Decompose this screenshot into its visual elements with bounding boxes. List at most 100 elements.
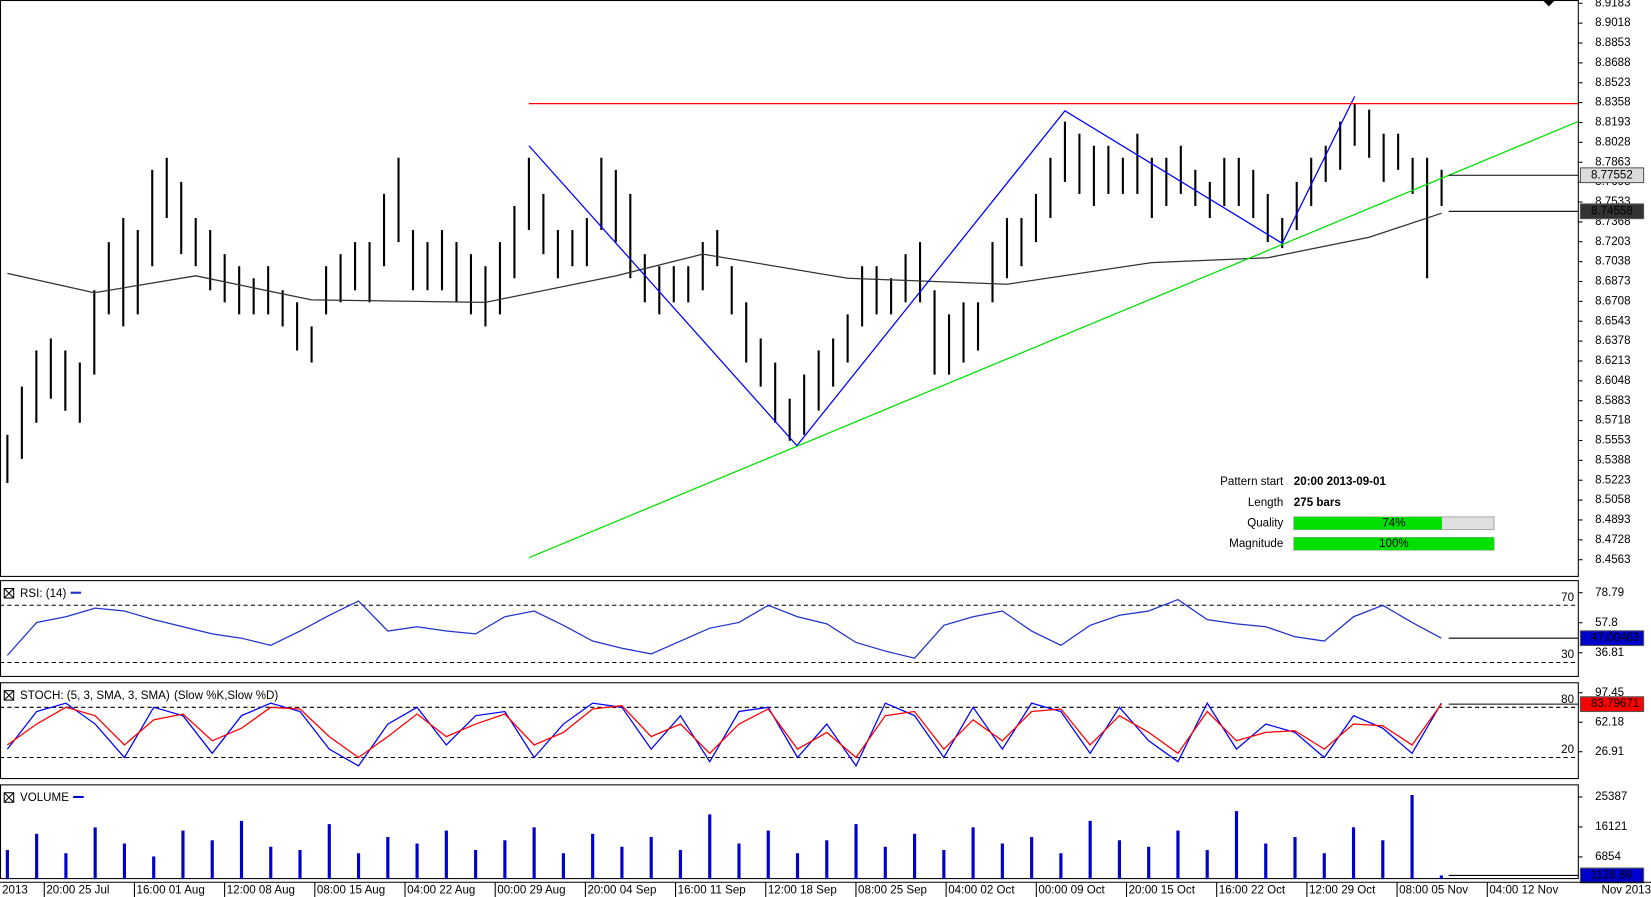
- y-tick-label: 8.6048: [1595, 375, 1630, 387]
- x-tick-label: 16:00 22 Oct: [1219, 885, 1286, 897]
- y-tick-label: 8.7038: [1595, 256, 1630, 268]
- y-tick-label: 6854: [1595, 851, 1621, 863]
- x-tick-label: 08:00 15 Aug: [317, 885, 385, 897]
- y-tick-label: 26.91: [1595, 746, 1624, 758]
- x-tick-label: 12:00 29 Oct: [1309, 885, 1376, 897]
- panel-title: RSI: (14): [20, 588, 66, 600]
- y-tick-label: 8.6543: [1595, 315, 1630, 327]
- y-tick-label: 8.5388: [1595, 454, 1630, 466]
- legend-text: Slow %K: [178, 690, 225, 702]
- y-tick-label: 8.5223: [1595, 474, 1630, 486]
- level-label: 70: [1561, 592, 1574, 604]
- y-tick-label: 8.5883: [1595, 395, 1630, 407]
- info-value: 74%: [1382, 517, 1405, 529]
- legend-text: (: [174, 690, 178, 702]
- overlay-line: [7, 212, 1442, 303]
- current-box: [1579, 867, 1645, 884]
- x-tick-label: 08:00 25 Sep: [858, 885, 927, 897]
- level-label: 30: [1561, 649, 1574, 661]
- x-tick-label: Nov 2013: [1601, 885, 1651, 897]
- indicator-line: [6, 598, 1442, 659]
- panel-frame: [0, 784, 1579, 880]
- y-tick-label: 8.4728: [1595, 534, 1630, 546]
- x-tick-label: 16:00 01 Aug: [137, 885, 205, 897]
- y-tick-label: 8.6873: [1595, 276, 1630, 288]
- level-label: 80: [1561, 694, 1574, 706]
- y-tick-label: 78.79: [1595, 587, 1624, 599]
- y-tick-label: 36.81: [1595, 647, 1624, 659]
- x-tick-label: 20:00 25 Jul: [46, 885, 109, 897]
- info-value: 20:00 2013-09-01: [1294, 476, 1387, 488]
- x-tick-label: 00:00 09 Oct: [1038, 885, 1105, 897]
- x-tick-label: 12:00 18 Sep: [768, 885, 837, 897]
- legend-text: ): [274, 690, 278, 702]
- y-tick-label: 8.8028: [1595, 136, 1630, 148]
- x-tick-label: 00:00 29 Aug: [497, 885, 565, 897]
- info-bar: [1293, 537, 1495, 551]
- y-tick-label: 8.8688: [1595, 57, 1630, 69]
- panel-icon-cross: [3, 588, 15, 599]
- panel-frame: [0, 0, 1579, 577]
- x-tick-label: 20:00 04 Sep: [587, 885, 656, 897]
- x-tick-label: 04:00 22 Aug: [407, 885, 475, 897]
- panel-icon-cross: [3, 792, 15, 803]
- indicator-line: [6, 701, 1442, 768]
- current-box: [1579, 167, 1645, 184]
- y-tick-label: 57.8: [1595, 617, 1618, 629]
- info-label: Pattern start: [1220, 476, 1284, 488]
- legend-text: ,: [224, 690, 227, 702]
- y-tick-label: 8.4893: [1595, 514, 1630, 526]
- y-tick-label: 8.5553: [1595, 435, 1630, 447]
- y-tick-label: 8.7533: [1595, 196, 1630, 208]
- corner-arrow: [1542, 0, 1556, 7]
- info-value: 100%: [1379, 538, 1409, 550]
- info-label: Length: [1248, 497, 1283, 509]
- info-label: Magnitude: [1229, 538, 1283, 550]
- y-tick-label: 8.9018: [1595, 17, 1630, 29]
- y-tick-label: 8.9183: [1595, 0, 1630, 9]
- panel-icon-cross: [3, 690, 15, 701]
- y-tick-label: 8.8193: [1595, 117, 1630, 129]
- current-box: [1579, 696, 1645, 713]
- level-label: 20: [1561, 744, 1574, 756]
- y-tick-label: 8.7863: [1595, 156, 1630, 168]
- x-tick-label: 04:00 12 Nov: [1489, 885, 1558, 897]
- panel-frame: [0, 580, 1579, 677]
- y-tick-label: 8.6213: [1595, 355, 1630, 367]
- overlay-line: [528, 121, 1579, 559]
- y-tick-label: 62.18: [1595, 716, 1624, 728]
- x-tick-label: 08:00 05 Nov: [1399, 885, 1468, 897]
- y-tick-label: 25387: [1595, 791, 1627, 803]
- current-label: 83.79671: [1591, 698, 1639, 710]
- x-tick-label: 16:00 11 Sep: [678, 885, 746, 897]
- y-tick-label: 8.8358: [1595, 97, 1630, 109]
- info-value: 275 bars: [1294, 497, 1341, 509]
- info-label: Quality: [1247, 517, 1283, 529]
- overlay-line: [528, 96, 1356, 447]
- x-tick-label: 04:00 02 Oct: [948, 885, 1015, 897]
- info-bar: [1293, 516, 1442, 530]
- y-tick-label: 8.5058: [1595, 494, 1630, 506]
- y-tick-label: 8.6378: [1595, 335, 1630, 347]
- current-label: 8.74558: [1591, 205, 1633, 217]
- current-box: [1579, 203, 1645, 220]
- y-tick-label: 8.6708: [1595, 295, 1630, 307]
- y-tick-label: 97.45: [1595, 687, 1624, 699]
- y-tick-label: 8.5718: [1595, 415, 1630, 427]
- x-tick-label: 12:00 08 Aug: [227, 885, 295, 897]
- indicator-line: [7, 703, 1442, 759]
- y-tick-label: 8.8523: [1595, 77, 1630, 89]
- y-tick-label: 8.7203: [1595, 236, 1630, 248]
- current-label: 8.77552: [1591, 169, 1633, 181]
- panel-title: VOLUME: [20, 792, 69, 804]
- x-tick-label: 20:00 15 Oct: [1129, 885, 1196, 897]
- y-tick-label: 8.8853: [1595, 37, 1630, 49]
- legend-text: Slow %D: [227, 690, 274, 702]
- y-tick-label: 8.4563: [1595, 554, 1630, 566]
- y-tick-label: 16121: [1595, 821, 1627, 833]
- current-label: 47.00463: [1591, 632, 1639, 644]
- panel-frame: [0, 682, 1579, 780]
